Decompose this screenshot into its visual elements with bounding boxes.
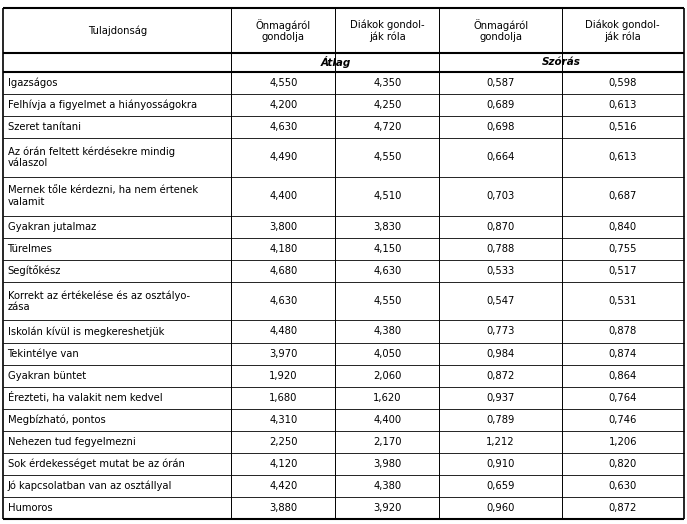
Text: 4,380: 4,380 — [373, 481, 401, 490]
Text: 0,613: 0,613 — [609, 100, 637, 110]
Text: Érezteti, ha valakit nem kedvel: Érezteti, ha valakit nem kedvel — [8, 392, 162, 403]
Text: 0,789: 0,789 — [486, 414, 515, 424]
Text: 4,550: 4,550 — [373, 152, 402, 162]
Text: 4,250: 4,250 — [373, 100, 402, 110]
Text: 4,050: 4,050 — [373, 348, 401, 358]
Text: 0,659: 0,659 — [486, 481, 515, 490]
Text: 2,060: 2,060 — [373, 370, 402, 380]
Text: Tulajdonság: Tulajdonság — [88, 25, 147, 36]
Text: Segítőkész: Segítőkész — [8, 265, 61, 276]
Text: 4,400: 4,400 — [269, 191, 297, 201]
Text: 0,870: 0,870 — [486, 222, 515, 232]
Text: 4,400: 4,400 — [373, 414, 401, 424]
Text: 4,720: 4,720 — [373, 122, 402, 132]
Text: Felhívja a figyelmet a hiányosságokra: Felhívja a figyelmet a hiányosságokra — [8, 100, 196, 110]
Text: 0,703: 0,703 — [486, 191, 515, 201]
Text: 0,872: 0,872 — [486, 370, 515, 380]
Text: 1,620: 1,620 — [373, 392, 402, 402]
Text: 0,864: 0,864 — [609, 370, 637, 380]
Text: Az órán feltett kérdésekre mindig
válaszol: Az órán feltett kérdésekre mindig válasz… — [8, 146, 174, 168]
Text: 0,937: 0,937 — [486, 392, 515, 402]
Text: 0,820: 0,820 — [609, 458, 637, 468]
Text: 0,872: 0,872 — [609, 503, 637, 513]
Text: Iskolán kívül is megkereshetjük: Iskolán kívül is megkereshetjük — [8, 326, 164, 337]
Text: Szórás: Szórás — [542, 58, 581, 68]
Text: 3,830: 3,830 — [373, 222, 401, 232]
Text: Diákok gondol-
ják róla: Diákok gondol- ják róla — [585, 19, 660, 42]
Text: Tekintélye van: Tekintélye van — [8, 348, 79, 359]
Text: Gyakran jutalmaz: Gyakran jutalmaz — [8, 222, 95, 232]
Text: 4,630: 4,630 — [373, 266, 401, 276]
Text: Mernek tőle kérdezni, ha nem értenek
valamit: Mernek tőle kérdezni, ha nem értenek val… — [8, 185, 198, 207]
Text: 0,517: 0,517 — [609, 266, 637, 276]
Text: 0,598: 0,598 — [609, 78, 637, 88]
Text: 0,788: 0,788 — [486, 244, 515, 254]
Text: 4,420: 4,420 — [269, 481, 297, 490]
Text: 0,664: 0,664 — [486, 152, 515, 162]
Text: Türelmes: Türelmes — [8, 244, 52, 254]
Text: 0,874: 0,874 — [609, 348, 637, 358]
Text: 2,250: 2,250 — [269, 436, 297, 446]
Text: 1,920: 1,920 — [269, 370, 297, 380]
Text: 0,984: 0,984 — [486, 348, 515, 358]
Text: 4,350: 4,350 — [373, 78, 401, 88]
Text: 3,800: 3,800 — [269, 222, 297, 232]
Text: Önmagáról
gondolja: Önmagáról gondolja — [473, 19, 528, 42]
Text: 0,698: 0,698 — [486, 122, 515, 132]
Text: Nehezen tud fegyelmezni: Nehezen tud fegyelmezni — [8, 436, 135, 446]
Text: Humoros: Humoros — [8, 503, 52, 513]
Text: 4,120: 4,120 — [269, 458, 297, 468]
Text: 0,630: 0,630 — [609, 481, 637, 490]
Text: 0,547: 0,547 — [486, 296, 515, 306]
Text: 1,212: 1,212 — [486, 436, 515, 446]
Text: 1,680: 1,680 — [269, 392, 297, 402]
Text: Korrekt az értékelése és az osztályo-
zása: Korrekt az értékelése és az osztályo- zá… — [8, 290, 190, 312]
Text: 4,310: 4,310 — [269, 414, 297, 424]
Text: Gyakran büntet: Gyakran büntet — [8, 370, 86, 380]
Text: Sok érdekességet mutat be az órán: Sok érdekességet mutat be az órán — [8, 458, 184, 469]
Text: 0,533: 0,533 — [486, 266, 515, 276]
Text: 4,630: 4,630 — [269, 296, 297, 306]
Text: 0,587: 0,587 — [486, 78, 515, 88]
Text: 3,920: 3,920 — [373, 503, 402, 513]
Text: 4,200: 4,200 — [269, 100, 297, 110]
Text: 0,960: 0,960 — [486, 503, 515, 513]
Text: Megbízható, pontos: Megbízható, pontos — [8, 414, 105, 425]
Text: 0,516: 0,516 — [609, 122, 637, 132]
Text: 0,840: 0,840 — [609, 222, 637, 232]
Text: 1,206: 1,206 — [609, 436, 637, 446]
Text: Jó kapcsolatban van az osztállyal: Jó kapcsolatban van az osztállyal — [8, 481, 172, 491]
Text: 4,180: 4,180 — [269, 244, 297, 254]
Text: 4,510: 4,510 — [373, 191, 402, 201]
Text: 0,613: 0,613 — [609, 152, 637, 162]
Text: 0,764: 0,764 — [609, 392, 637, 402]
Text: Igazságos: Igazságos — [8, 78, 57, 88]
Text: 0,746: 0,746 — [609, 414, 637, 424]
Text: 0,773: 0,773 — [486, 326, 515, 336]
Text: 0,689: 0,689 — [486, 100, 515, 110]
Text: 0,755: 0,755 — [609, 244, 637, 254]
Text: 0,878: 0,878 — [609, 326, 637, 336]
Text: 4,550: 4,550 — [269, 78, 297, 88]
Text: Szeret tanítani: Szeret tanítani — [8, 122, 80, 132]
Text: 0,687: 0,687 — [609, 191, 637, 201]
Text: 3,970: 3,970 — [269, 348, 297, 358]
Text: Diákok gondol-
ják róla: Diákok gondol- ják róla — [350, 19, 425, 42]
Text: 0,531: 0,531 — [609, 296, 637, 306]
Text: 4,550: 4,550 — [373, 296, 402, 306]
Text: 4,490: 4,490 — [269, 152, 297, 162]
Text: 0,910: 0,910 — [486, 458, 515, 468]
Text: 3,880: 3,880 — [269, 503, 297, 513]
Text: 4,630: 4,630 — [269, 122, 297, 132]
Text: 2,170: 2,170 — [373, 436, 402, 446]
Text: 4,480: 4,480 — [269, 326, 297, 336]
Text: Átlag: Átlag — [320, 57, 350, 69]
Text: 4,150: 4,150 — [373, 244, 402, 254]
Text: 3,980: 3,980 — [373, 458, 401, 468]
Text: 4,680: 4,680 — [269, 266, 297, 276]
Text: 4,380: 4,380 — [373, 326, 401, 336]
Text: Önmagáról
gondolja: Önmagáról gondolja — [256, 19, 311, 42]
